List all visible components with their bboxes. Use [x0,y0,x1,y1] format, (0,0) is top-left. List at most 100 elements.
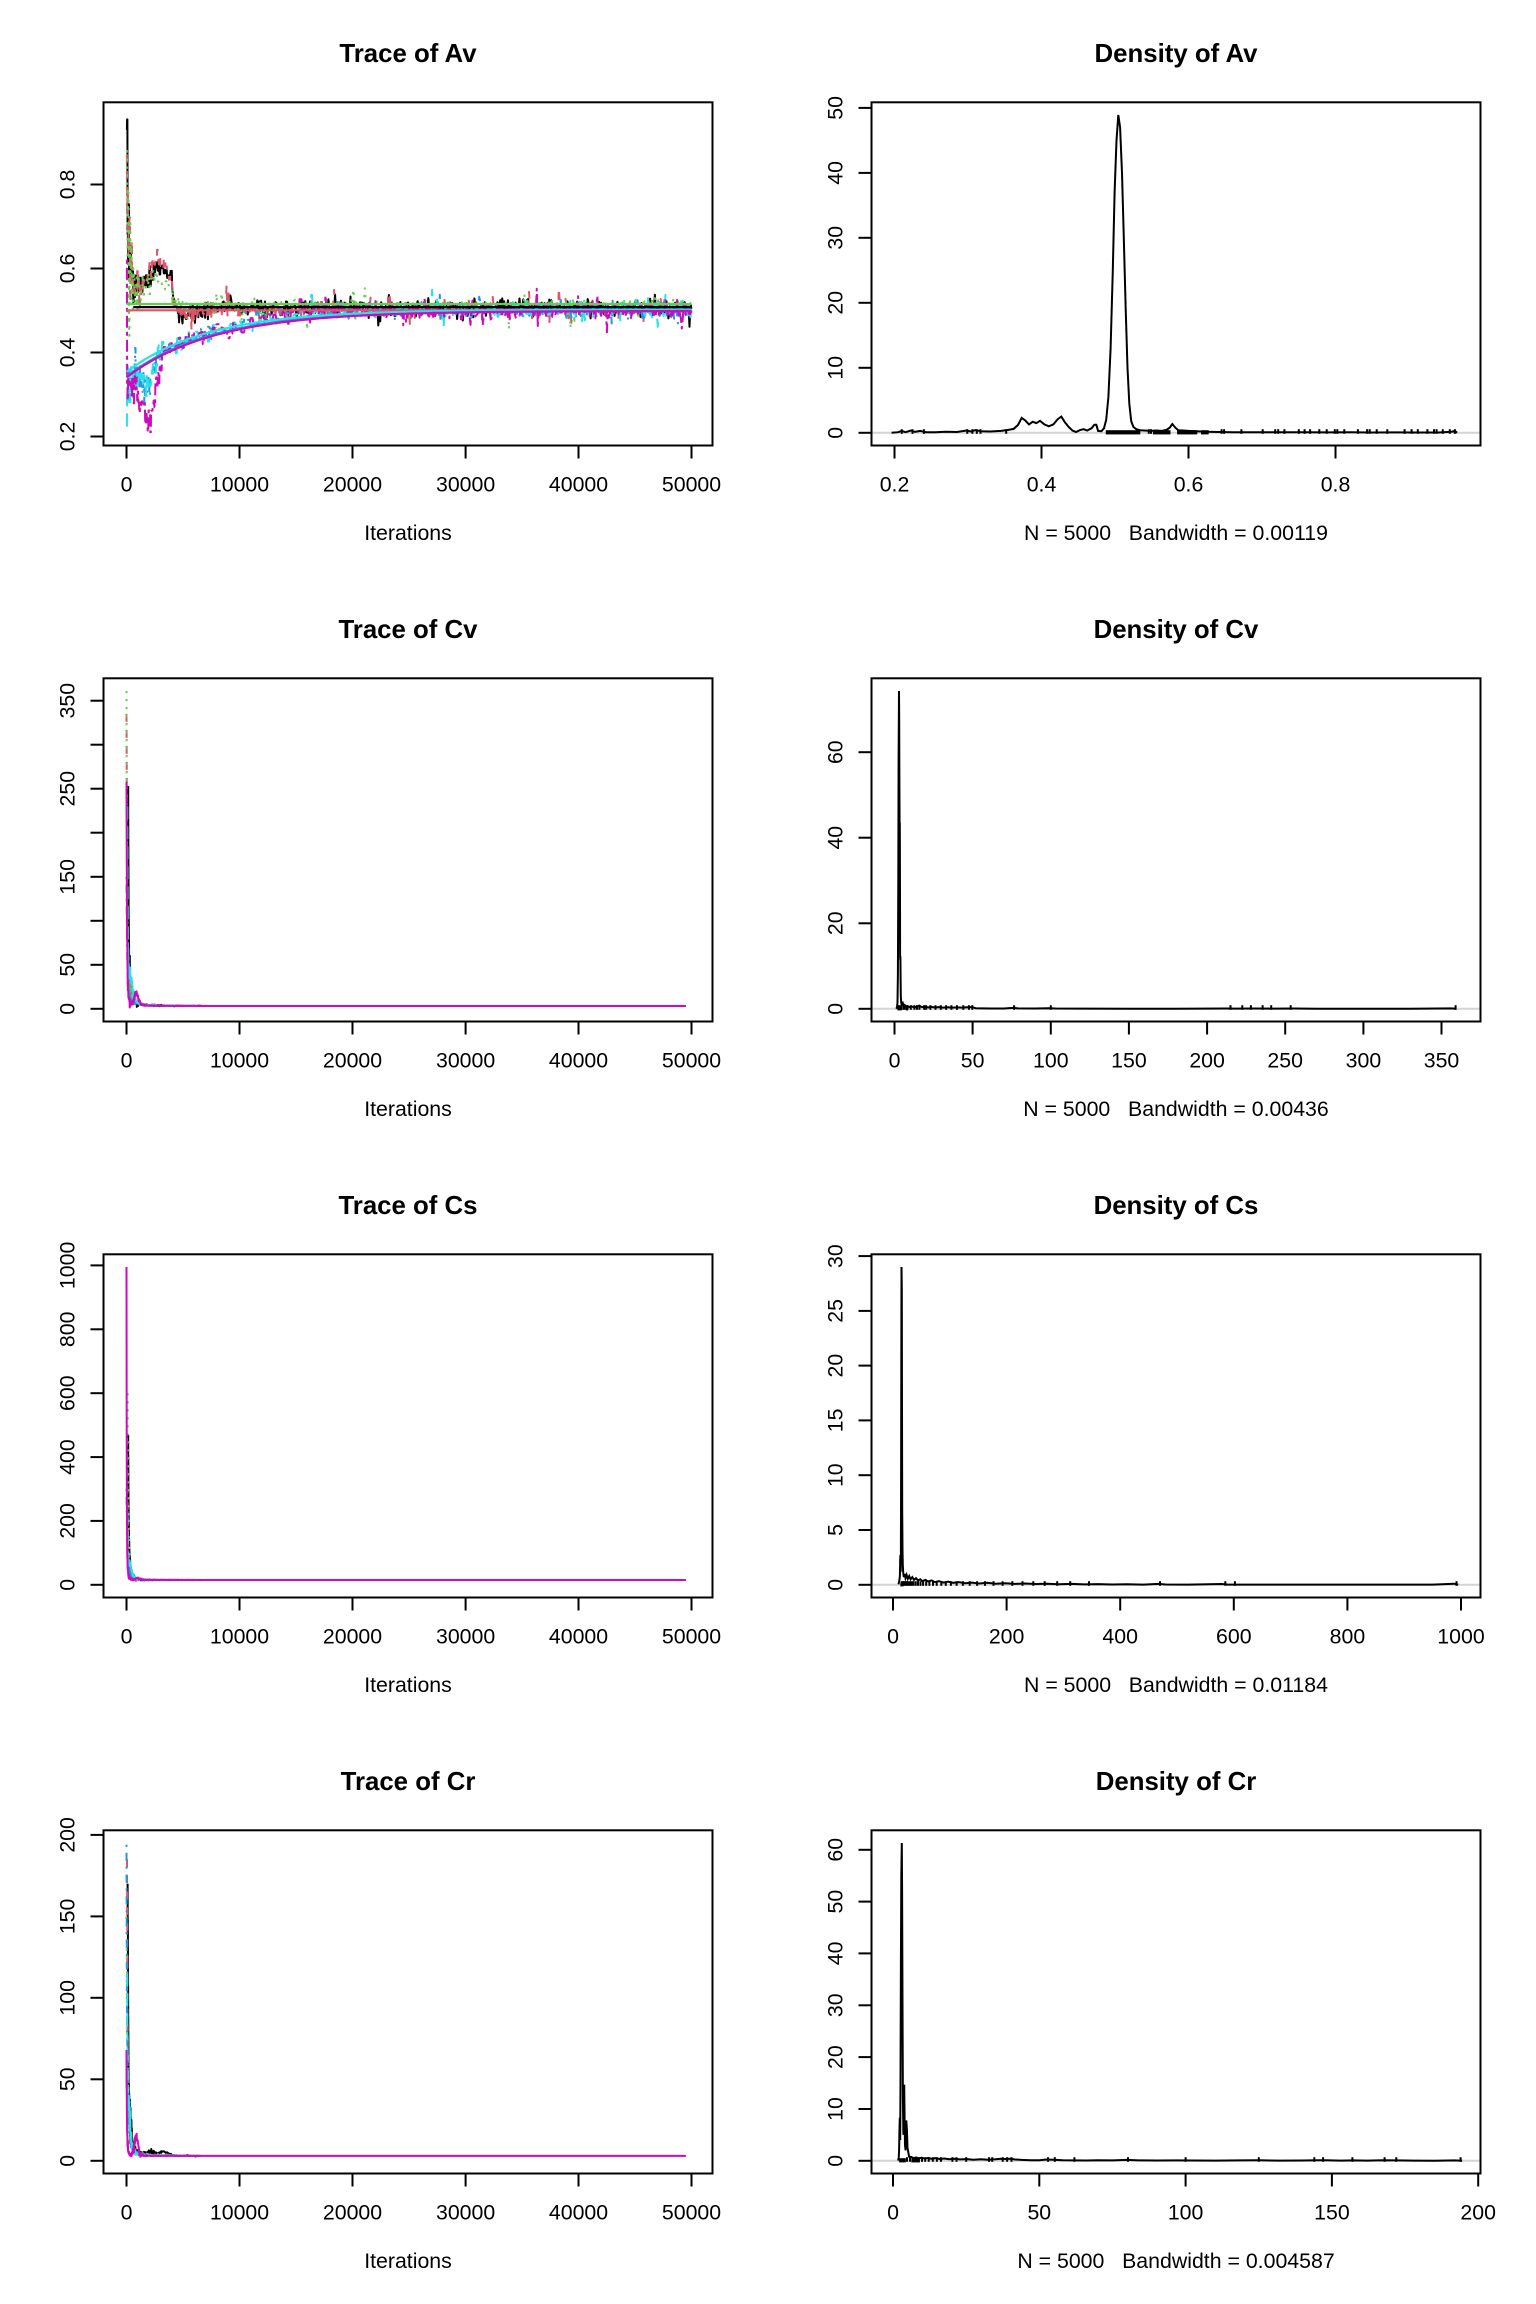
svg-text:50: 50 [824,1890,848,1914]
svg-text:0: 0 [824,427,848,439]
svg-text:50: 50 [1027,2201,1051,2225]
svg-text:15: 15 [824,1409,848,1433]
svg-text:30: 30 [824,1993,848,2017]
svg-text:200: 200 [989,1625,1025,1649]
svg-text:0: 0 [121,1049,133,1073]
svg-text:10000: 10000 [210,1049,269,1073]
svg-text:0: 0 [824,2155,848,2167]
svg-text:200: 200 [1460,2201,1496,2225]
svg-text:30: 30 [824,226,848,250]
svg-text:0: 0 [824,1003,848,1015]
svg-text:0: 0 [887,2201,899,2225]
svg-text:Trace of Cv: Trace of Cv [338,616,478,644]
svg-text:0.6: 0.6 [1174,473,1204,497]
svg-text:150: 150 [1314,2201,1350,2225]
svg-text:0: 0 [121,1625,133,1649]
svg-text:350: 350 [1424,1049,1460,1073]
svg-text:10000: 10000 [210,473,269,497]
svg-text:20000: 20000 [323,1049,382,1073]
svg-text:50000: 50000 [662,2201,721,2225]
svg-text:30000: 30000 [436,1625,495,1649]
svg-text:Iterations: Iterations [364,521,452,545]
svg-text:400: 400 [1102,1625,1138,1649]
svg-text:60: 60 [824,740,848,764]
svg-text:N = 5000 Bandwidth = 0.01184: N = 5000 Bandwidth = 0.01184 [1024,1673,1328,1697]
svg-text:10000: 10000 [210,2201,269,2225]
svg-text:0: 0 [56,2155,80,2167]
svg-text:N = 5000 Bandwidth = 0.00458: N = 5000 Bandwidth = 0.004587 [1017,2249,1334,2273]
svg-text:Iterations: Iterations [364,2249,452,2273]
svg-text:30000: 30000 [436,2201,495,2225]
svg-text:0.4: 0.4 [56,338,80,368]
svg-text:10000: 10000 [210,1625,269,1649]
svg-text:800: 800 [1330,1625,1366,1649]
svg-text:800: 800 [56,1311,80,1347]
svg-text:5: 5 [824,1524,848,1536]
svg-text:250: 250 [56,771,80,807]
svg-text:Density of Cr: Density of Cr [1096,1768,1257,1796]
svg-text:0.2: 0.2 [56,422,80,452]
svg-text:20: 20 [824,1354,848,1378]
svg-text:0.2: 0.2 [880,473,910,497]
svg-text:0: 0 [56,1579,80,1591]
svg-text:20000: 20000 [323,2201,382,2225]
svg-text:600: 600 [56,1375,80,1411]
svg-text:Density of Av: Density of Av [1095,40,1259,68]
svg-text:50000: 50000 [662,473,721,497]
svg-text:0: 0 [121,2201,133,2225]
svg-text:400: 400 [56,1439,80,1475]
svg-text:40000: 40000 [549,1049,608,1073]
svg-text:50000: 50000 [662,1625,721,1649]
svg-text:40: 40 [824,1941,848,1965]
svg-text:25: 25 [824,1299,848,1323]
svg-text:0: 0 [56,1003,80,1015]
svg-text:50: 50 [56,953,80,977]
svg-text:200: 200 [56,1817,80,1853]
svg-text:20: 20 [824,291,848,315]
svg-text:N = 5000 Bandwidth = 0.00436: N = 5000 Bandwidth = 0.00436 [1023,1097,1329,1121]
svg-text:30000: 30000 [436,473,495,497]
svg-text:10: 10 [824,2097,848,2121]
svg-text:Density of Cv: Density of Cv [1094,616,1259,644]
svg-text:300: 300 [1346,1049,1382,1073]
svg-text:40000: 40000 [549,2201,608,2225]
svg-text:600: 600 [1216,1625,1252,1649]
svg-text:20000: 20000 [323,473,382,497]
svg-text:Trace of Cs: Trace of Cs [338,1192,477,1220]
svg-text:0: 0 [824,1579,848,1591]
svg-text:Trace of Av: Trace of Av [339,40,477,68]
svg-text:150: 150 [56,859,80,895]
svg-text:1000: 1000 [1437,1625,1485,1649]
svg-text:20: 20 [824,911,848,935]
svg-text:50000: 50000 [662,1049,721,1073]
svg-text:Trace of Cr: Trace of Cr [341,1768,476,1796]
svg-text:Iterations: Iterations [364,1097,452,1121]
svg-text:10: 10 [824,1463,848,1487]
svg-text:10: 10 [824,356,848,380]
svg-text:20: 20 [824,2045,848,2069]
svg-text:0.8: 0.8 [56,170,80,200]
svg-text:40: 40 [824,826,848,850]
svg-text:50: 50 [56,2067,80,2091]
svg-text:100: 100 [1168,2201,1204,2225]
svg-text:250: 250 [1267,1049,1303,1073]
svg-text:0.8: 0.8 [1321,473,1351,497]
svg-text:60: 60 [824,1838,848,1862]
svg-text:0: 0 [889,1049,901,1073]
svg-text:Density of Cs: Density of Cs [1094,1192,1259,1220]
svg-text:30000: 30000 [436,1049,495,1073]
svg-text:N = 5000 Bandwidth = 0.00119: N = 5000 Bandwidth = 0.00119 [1024,521,1328,545]
svg-text:350: 350 [56,683,80,719]
svg-text:20000: 20000 [323,1625,382,1649]
svg-text:50: 50 [824,96,848,120]
svg-text:200: 200 [56,1503,80,1539]
svg-text:30: 30 [824,1244,848,1268]
svg-text:40000: 40000 [549,473,608,497]
svg-text:150: 150 [56,1898,80,1934]
svg-text:1000: 1000 [56,1242,80,1290]
svg-text:150: 150 [1111,1049,1147,1073]
svg-text:40000: 40000 [549,1625,608,1649]
svg-text:100: 100 [56,1980,80,2016]
svg-text:50: 50 [961,1049,985,1073]
svg-text:0.6: 0.6 [56,254,80,284]
